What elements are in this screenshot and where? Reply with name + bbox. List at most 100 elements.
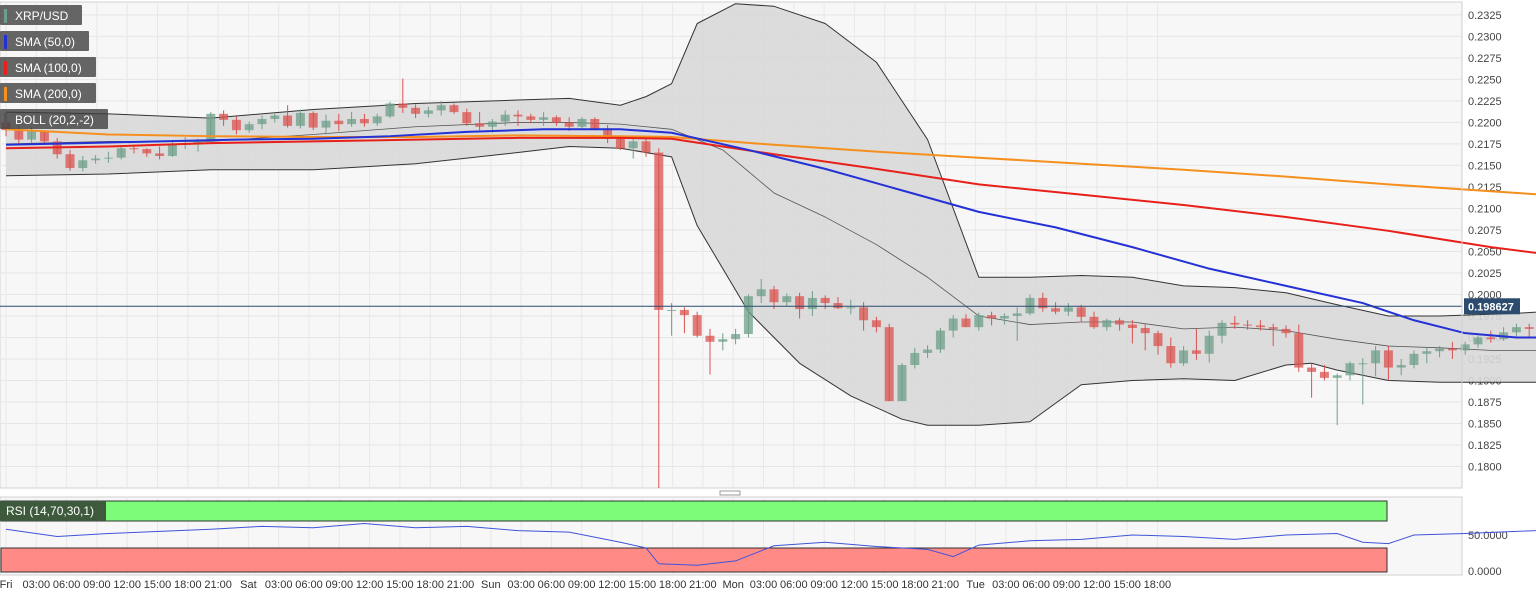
candle: [103, 151, 113, 163]
y-tick-label: 0.1850: [1468, 418, 1502, 430]
x-tick-label: 09:00: [568, 579, 596, 591]
candle: [961, 314, 971, 328]
candle-body: [398, 103, 408, 108]
candle-body: [1051, 308, 1061, 312]
candle-body: [423, 110, 433, 114]
candle-body: [513, 114, 523, 117]
candle-body: [1422, 351, 1432, 354]
legend-sma50-label: SMA (50,0): [15, 34, 76, 49]
candle-body: [1486, 337, 1496, 340]
candle-body: [219, 113, 229, 120]
candle: [1038, 292, 1048, 312]
legend-boll[interactable]: BOLL (20,2,-2): [0, 109, 108, 129]
x-tick-label: 15:00: [1113, 579, 1141, 591]
candle-body: [1166, 346, 1176, 364]
candle-body: [1358, 363, 1368, 365]
candle: [78, 155, 88, 172]
x-tick-label: Mon: [722, 579, 743, 591]
candle: [500, 110, 510, 126]
candle-body: [411, 107, 421, 114]
candle-body: [526, 116, 536, 120]
candle: [155, 146, 165, 160]
legend-sma100[interactable]: SMA (100,0): [0, 57, 96, 77]
candle: [116, 145, 126, 160]
x-tick-label: 03:00: [750, 579, 778, 591]
candle-body: [859, 307, 869, 321]
x-tick-label: 06:00: [780, 579, 808, 591]
y-tick-label: 0.2250: [1468, 74, 1502, 86]
legend-sma100-label: SMA (100,0): [15, 60, 82, 75]
candle-body: [1435, 348, 1445, 352]
y-tick-label: 0.1825: [1468, 440, 1502, 452]
sma50-line: [5, 128, 1536, 339]
legend-rsi-label: RSI (14,70,30,1): [6, 504, 95, 518]
candle-body: [1371, 350, 1381, 364]
x-tick-label: 18:00: [659, 579, 687, 591]
candle-body: [270, 115, 280, 119]
candle-body: [1230, 322, 1240, 325]
candle-body: [231, 119, 241, 131]
candle: [999, 313, 1009, 325]
legend-rsi[interactable]: RSI (14,70,30,1): [0, 501, 106, 521]
candle-body: [1319, 371, 1329, 378]
candle: [987, 311, 997, 326]
candle: [270, 113, 280, 123]
legend-sma200-swatch: [4, 86, 7, 101]
candle-body: [871, 320, 881, 328]
candle-body: [1345, 363, 1355, 376]
candle-body: [462, 112, 472, 124]
candle: [705, 328, 715, 375]
candle: [1191, 328, 1201, 360]
candle-body: [923, 349, 933, 353]
legend-symbol[interactable]: XRP/USD: [0, 5, 83, 25]
candle-body: [961, 318, 971, 328]
candle: [692, 311, 702, 338]
candle-body: [1140, 328, 1150, 334]
candle-body: [385, 103, 395, 117]
last-price-label: 0.198627: [1468, 301, 1514, 313]
candle-body: [743, 296, 753, 335]
x-tick-label: 03:00: [507, 579, 535, 591]
candle: [1511, 323, 1521, 338]
candle: [846, 299, 856, 315]
candle-body: [283, 115, 293, 126]
candle: [1486, 330, 1496, 343]
legend-boll-label: BOLL (20,2,-2): [15, 112, 94, 127]
candle-body: [641, 141, 651, 153]
candle-body: [1255, 325, 1265, 328]
legend-sma200[interactable]: SMA (200,0): [0, 83, 96, 103]
x-tick-label: 15:00: [629, 579, 657, 591]
candle: [1447, 341, 1457, 359]
candle-body: [1460, 344, 1470, 351]
candle: [359, 113, 369, 127]
candle-body: [897, 364, 907, 402]
candle-body: [705, 335, 715, 342]
candle-body: [654, 152, 664, 310]
candle-body: [1294, 333, 1304, 368]
candle-body: [103, 157, 113, 159]
x-tick-label: 15:00: [871, 579, 899, 591]
candle: [859, 302, 869, 331]
candle: [1204, 330, 1214, 363]
candle: [923, 345, 933, 359]
candle-body: [1153, 333, 1163, 347]
y-tick-label: 0.2025: [1468, 268, 1502, 280]
legend-sma50[interactable]: SMA (50,0): [0, 31, 90, 51]
last-price-tag: [1464, 298, 1520, 315]
candle: [641, 137, 651, 157]
candle: [1307, 363, 1317, 398]
y-tick-label: 0.2050: [1468, 246, 1502, 258]
pane-resize-handle: [719, 490, 741, 496]
x-tick-label: 06:00: [1022, 579, 1050, 591]
candle: [334, 113, 344, 132]
candle: [449, 103, 459, 114]
candle: [910, 347, 920, 369]
legend-sma50-swatch: [4, 34, 7, 49]
x-tick-label: 21:00: [204, 579, 232, 591]
candle: [308, 111, 318, 131]
candle-body: [1243, 324, 1253, 326]
candle: [1332, 373, 1342, 426]
candle: [628, 137, 638, 159]
